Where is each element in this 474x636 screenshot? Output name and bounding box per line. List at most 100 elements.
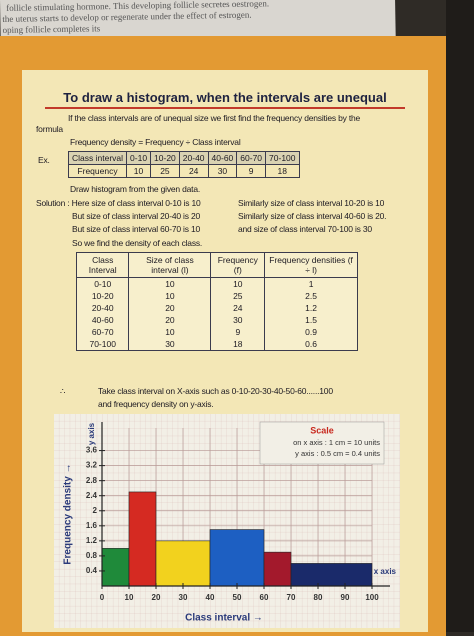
bar xyxy=(209,529,265,587)
histogram: 0.4 0.8 1.2 1.6 2 2.4 2.8 3.2 3.6 0 10 20 30 40 50 60 70… xyxy=(54,414,400,628)
table-cell: 10 xyxy=(128,326,212,338)
bar xyxy=(263,551,292,587)
table-cell: 1 xyxy=(264,277,358,290)
x-tick-label: 70 xyxy=(287,593,296,602)
scale-box xyxy=(259,421,385,465)
bar xyxy=(155,540,211,587)
example-table: Class interval 0-10 10-20 20-40 40-60 60-70 70… xyxy=(67,151,300,178)
table-cell: 40-60 xyxy=(75,314,130,326)
table-cell: 24 xyxy=(210,302,266,314)
x-axis-title: Class interval → xyxy=(185,613,263,624)
table-cell: 10 xyxy=(210,277,266,290)
therefore: ∴ xyxy=(60,386,66,396)
bar xyxy=(101,548,130,587)
x-tick-label: 30 xyxy=(179,593,188,602)
table-cell: 30 xyxy=(207,164,238,178)
header-cell: Frequency densities (f ÷ l) xyxy=(264,252,358,278)
table-cell: 20-40 xyxy=(75,302,130,314)
x-tick-label: 20 xyxy=(152,593,161,602)
bar xyxy=(290,563,373,587)
table-cell: 18 xyxy=(210,338,266,351)
table-cell: 70-100 xyxy=(265,151,300,165)
solution-line: But size of class interval 20-40 is 20 xyxy=(72,211,200,221)
solution-line: Similarly size of class interval 10-20 i… xyxy=(238,198,385,208)
table-cell: 10-20 xyxy=(75,290,130,302)
table-cell: Frequency xyxy=(67,164,128,178)
solution-line: and size of class interval 70-100 is 30 xyxy=(238,224,372,234)
table-row: 70-100 30 18 0.6 xyxy=(75,338,358,351)
table-cell: 70-100 xyxy=(75,338,130,351)
y-axis-name: y axis xyxy=(87,422,96,445)
axis-note: Take class interval on X-axis such as 0-… xyxy=(98,386,333,396)
header-cell: Class Interval xyxy=(75,252,130,278)
table-cell: 0-10 xyxy=(126,151,152,165)
table-cell: 20-40 xyxy=(178,151,209,165)
density-table: Class Interval Size of class interval (l)… xyxy=(75,252,358,351)
table-row: 40-60 20 30 1.5 xyxy=(75,314,358,326)
table-cell: 0.9 xyxy=(264,326,358,338)
table-row: 60-70 10 9 0.9 xyxy=(75,326,358,338)
y-tick-label: 2.4 xyxy=(86,491,98,500)
table-row: 0-10 10 10 1 xyxy=(75,277,358,290)
table-cell: 60-70 xyxy=(75,326,130,338)
table-cell: 20 xyxy=(128,314,212,326)
solution-line: So we find the density of each class. xyxy=(72,238,203,248)
table-cell: 25 xyxy=(150,164,180,178)
table-cell: 18 xyxy=(265,164,300,178)
formula: Frequency density = Frequency ÷ Class in… xyxy=(70,137,241,147)
table-row: 20-40 20 24 1.2 xyxy=(75,302,358,314)
table-row: 10-20 10 25 2.5 xyxy=(75,290,358,302)
table-cell: Class interval xyxy=(67,151,128,165)
table-cell: 25 xyxy=(210,290,266,302)
y-tick-label: 2 xyxy=(93,506,98,515)
x-tick-label: 90 xyxy=(341,593,350,602)
table-cell: 2.5 xyxy=(264,290,358,302)
table-cell: 30 xyxy=(210,314,266,326)
background xyxy=(446,0,474,632)
y-tick-label: 1.6 xyxy=(86,521,98,530)
x-tick-label: 100 xyxy=(365,593,379,602)
x-tick-label: 50 xyxy=(233,593,242,602)
bar xyxy=(128,491,157,587)
table-cell: 10 xyxy=(128,277,212,290)
table-cell: 10-20 xyxy=(150,151,180,165)
table-cell: 1.2 xyxy=(264,302,358,314)
x-tick-label: 60 xyxy=(260,593,269,602)
y-tick-label: 1.2 xyxy=(86,536,98,545)
solution-line: Similarly size of class interval 40-60 i… xyxy=(238,211,387,221)
scale-title: Scale xyxy=(310,425,334,435)
y-tick-label: 3.2 xyxy=(86,461,98,470)
y-axis-title: Frequency density → xyxy=(63,463,74,564)
y-tick-label: 2.8 xyxy=(86,476,98,485)
table-cell: 0.6 xyxy=(264,338,358,351)
scale-line: y axis : 0.5 cm = 0.4 units xyxy=(295,449,380,458)
solution-line: Solution : Here size of class interval 0… xyxy=(36,198,201,208)
scale-line: on x axis : 1 cm = 10 units xyxy=(293,438,380,447)
y-tick-label: 0.8 xyxy=(86,551,98,560)
table-cell: 60-70 xyxy=(236,151,267,165)
intro: formula xyxy=(36,124,63,134)
instruction: Draw histogram from the given data. xyxy=(70,184,201,194)
table-cell: 40-60 xyxy=(207,151,238,165)
intro: If the class intervals are of unequal si… xyxy=(68,113,361,123)
x-tick-label: 80 xyxy=(314,593,323,602)
table-cell: 20 xyxy=(128,302,212,314)
table-cell: 9 xyxy=(210,326,266,338)
example-label: Ex. xyxy=(38,155,50,165)
table-cell: 10 xyxy=(128,290,212,302)
y-tick-label: 0.4 xyxy=(86,566,98,575)
solution-line: But size of class interval 60-70 is 10 xyxy=(72,224,200,234)
x-tick-label: 0 xyxy=(100,593,105,602)
x-tick-label: 10 xyxy=(125,593,134,602)
table-cell: 9 xyxy=(236,164,267,178)
header-cell: Frequency (f) xyxy=(210,252,266,278)
x-axis-name: x axis xyxy=(374,567,397,576)
title-underline xyxy=(45,107,405,109)
title: To draw a histogram, when the intervals … xyxy=(63,90,387,105)
table-cell: 10 xyxy=(126,164,152,178)
table-cell: 0-10 xyxy=(75,277,130,290)
y-tick-label: 3.6 xyxy=(86,446,98,455)
table-cell: 1.5 xyxy=(264,314,358,326)
table-cell: 24 xyxy=(178,164,209,178)
table-row: Frequency 10 25 24 30 9 18 xyxy=(67,164,300,178)
